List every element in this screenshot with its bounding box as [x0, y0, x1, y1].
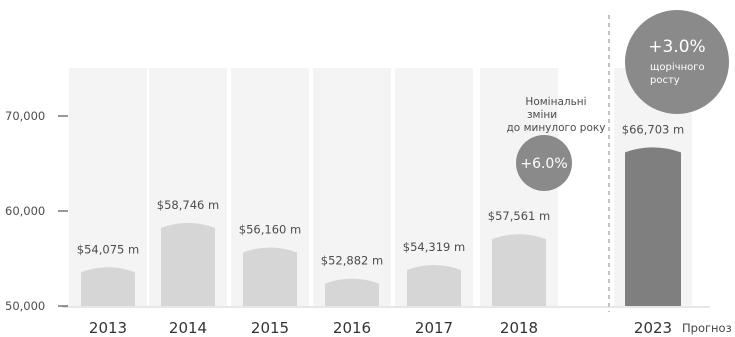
nominal-change-text: Номінальні	[525, 96, 586, 108]
bar-2017	[407, 264, 461, 306]
bar-2016	[325, 278, 379, 306]
nominal-change-text: зміни	[527, 109, 557, 121]
y-tick-label: 50,000	[5, 299, 45, 313]
data-label-2017: $54,319 m	[403, 240, 465, 254]
x-tick-label-2018: 2018	[500, 319, 538, 337]
data-label-2023: $66,703 m	[622, 122, 684, 136]
growth-bubble-text: щорічного	[650, 61, 705, 73]
change-bubble	[516, 135, 572, 191]
y-tick-label: 70,000	[5, 109, 45, 123]
data-label-2018: $57,561 m	[488, 209, 550, 223]
x-tick-label-2017: 2017	[415, 319, 453, 337]
growth-bubble-text: росту	[650, 75, 680, 86]
x-tick-label-2023: 2023	[634, 319, 672, 337]
bar-2018	[492, 234, 546, 306]
nominal-change-text: до минулого року	[507, 122, 606, 134]
change-bubble-value: +6.0%	[520, 156, 567, 172]
growth-bubble-value: +3.0%	[648, 37, 705, 57]
bar-2014	[161, 222, 215, 306]
x-tick-label-2016: 2016	[333, 319, 371, 337]
forecast-label: Прогноз	[682, 321, 732, 335]
data-label-2013: $54,075 m	[77, 242, 139, 256]
column-band-2013	[69, 68, 147, 306]
data-label-2015: $56,160 m	[239, 222, 301, 236]
bar-2013	[81, 267, 135, 306]
growth-bubble	[625, 10, 729, 114]
x-tick-label-2014: 2014	[169, 319, 207, 337]
bar-2015	[243, 247, 297, 306]
column-band-2016	[313, 68, 391, 306]
data-label-2016: $52,882 m	[321, 254, 383, 268]
bar-2023	[625, 147, 681, 306]
x-tick-label-2013: 2013	[89, 319, 127, 337]
data-label-2014: $58,746 m	[157, 198, 219, 212]
y-tick-label: 60,000	[5, 204, 45, 218]
x-tick-label-2015: 2015	[251, 319, 289, 337]
